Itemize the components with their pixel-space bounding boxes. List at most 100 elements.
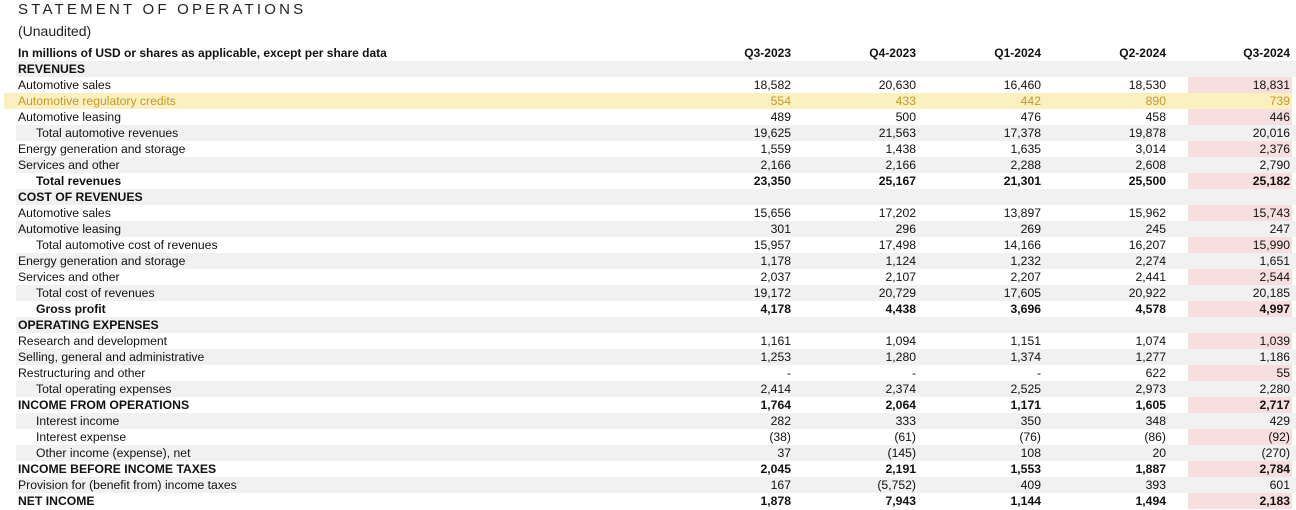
- table-row: Selling, general and administrative 1,253…: [16, 349, 1296, 365]
- value-cell: 1,887: [1135, 462, 1167, 476]
- value-cell: 15,990: [1252, 238, 1290, 252]
- value-cell: 1,232: [1010, 254, 1042, 268]
- table-row: Other income (expense), net 37 (145) 108 20 (…: [16, 445, 1296, 461]
- value-cell: 2,107: [885, 270, 917, 284]
- value-cell: 20: [1152, 446, 1166, 460]
- value-cell: 1,764: [760, 398, 792, 412]
- value-cell: 247: [1269, 222, 1290, 236]
- row-label: Other income (expense), net: [36, 446, 191, 460]
- row-label: INCOME BEFORE INCOME TAXES: [18, 462, 217, 476]
- value-cell: 890: [1145, 94, 1166, 108]
- value-cell: 20,016: [1252, 126, 1290, 140]
- value-cell: 25,182: [1252, 174, 1290, 188]
- value-cell: 20,185: [1252, 286, 1290, 300]
- value-cell: 1,039: [1259, 334, 1291, 348]
- value-cell: 1,438: [885, 142, 917, 156]
- table-row: Interest income 282 333 350 348 429: [16, 413, 1296, 429]
- value-cell: 2,045: [760, 462, 792, 476]
- row-label: Services and other: [18, 158, 120, 172]
- value-cell: 1,074: [1135, 334, 1167, 348]
- table-row: Automotive regulatory credits 554 433 442 89…: [4, 93, 1296, 109]
- value-cell: 2,191: [885, 462, 917, 476]
- row-label: Total automotive cost of revenues: [36, 238, 218, 252]
- value-cell: 18,831: [1252, 78, 1290, 92]
- value-cell: 433: [895, 94, 916, 108]
- table-row: COST OF REVENUES: [16, 189, 1296, 205]
- row-label: Services and other: [18, 270, 120, 284]
- value-cell: 301: [770, 222, 791, 236]
- value-cell: 17,202: [878, 206, 916, 220]
- value-cell: 21,563: [878, 126, 916, 140]
- table-row: Total automotive revenues 19,625 21,563 17,…: [16, 125, 1296, 141]
- value-cell: 2,376: [1259, 142, 1291, 156]
- value-cell: 19,878: [1128, 126, 1166, 140]
- value-cell: 269: [1020, 222, 1041, 236]
- table-row: Automotive sales 15,656 17,202 13,897 15,962…: [16, 205, 1296, 221]
- value-cell: 500: [895, 110, 916, 124]
- value-cell: 37: [777, 446, 791, 460]
- value-cell: 2,973: [1135, 382, 1167, 396]
- units-label: In millions of USD or shares as applicab…: [18, 46, 387, 60]
- value-cell: 108: [1020, 446, 1041, 460]
- period-header: Q2-2024: [1119, 46, 1166, 60]
- value-cell: 429: [1269, 414, 1290, 428]
- table-row: Restructuring and other - - - 622 55: [16, 365, 1296, 381]
- period-header: Q4-2023: [869, 46, 916, 60]
- value-cell: 442: [1020, 94, 1041, 108]
- value-cell: 1,494: [1135, 494, 1167, 508]
- row-label: Automotive regulatory credits: [18, 94, 176, 108]
- period-header: Q1-2024: [994, 46, 1041, 60]
- value-cell: 333: [895, 414, 916, 428]
- value-cell: 167: [770, 478, 791, 492]
- table-row: Automotive leasing 301 296 269 245 247: [16, 221, 1296, 237]
- value-cell: 16,460: [1003, 78, 1041, 92]
- value-cell: 4,178: [760, 302, 792, 316]
- value-cell: 4,578: [1135, 302, 1167, 316]
- row-label: Interest expense: [36, 430, 127, 444]
- value-cell: 554: [770, 94, 791, 108]
- column-header-row: In millions of USD or shares as applicab…: [16, 45, 1296, 61]
- value-cell: 601: [1269, 478, 1290, 492]
- value-cell: 1,186: [1259, 350, 1291, 364]
- value-cell: 2,414: [760, 382, 792, 396]
- table-row: INCOME BEFORE INCOME TAXES 2,045 2,191 1,55…: [16, 461, 1296, 477]
- table-row: INCOME FROM OPERATIONS 1,764 2,064 1,171 1,6…: [16, 397, 1296, 413]
- value-cell: 2,064: [885, 398, 917, 412]
- table-row: Interest expense (38) (61) (76) (86) (92): [16, 429, 1296, 445]
- value-cell: 15,656: [753, 206, 791, 220]
- value-cell: 13,897: [1003, 206, 1041, 220]
- row-label: Provision for (benefit from) income taxe…: [18, 478, 237, 492]
- row-label: Energy generation and storage: [18, 254, 186, 268]
- value-cell: 1,553: [1010, 462, 1042, 476]
- value-cell: 1,374: [1010, 350, 1042, 364]
- period-header: Q3-2023: [744, 46, 791, 60]
- row-label: REVENUES: [18, 62, 86, 76]
- value-cell: 1,878: [760, 494, 792, 508]
- value-cell: 2,037: [760, 270, 792, 284]
- value-cell: 2,280: [1259, 382, 1291, 396]
- value-cell: 446: [1269, 110, 1290, 124]
- table-row: Automotive leasing 489 500 476 458 446: [16, 109, 1296, 125]
- row-label: Automotive sales: [18, 206, 111, 220]
- value-cell: 1,124: [885, 254, 917, 268]
- row-label: Restructuring and other: [18, 366, 146, 380]
- value-cell: (92): [1268, 430, 1290, 444]
- value-cell: 1,651: [1259, 254, 1291, 268]
- row-label: Energy generation and storage: [18, 142, 186, 156]
- value-cell: -: [911, 366, 916, 380]
- row-label: OPERATING EXPENSES: [18, 318, 159, 332]
- row-label: Automotive leasing: [18, 222, 121, 236]
- value-cell: 2,207: [1010, 270, 1042, 284]
- value-cell: 20,630: [878, 78, 916, 92]
- value-cell: 1,161: [760, 334, 792, 348]
- row-label: Automotive sales: [18, 78, 111, 92]
- value-cell: 20,729: [878, 286, 916, 300]
- value-cell: 2,183: [1259, 494, 1291, 508]
- table-row: NET INCOME 1,878 7,943 1,144 1,494 2,183: [16, 493, 1296, 509]
- value-cell: 15,957: [753, 238, 791, 252]
- table-row: Gross profit 4,178 4,438 3,696 4,578 4,997: [16, 301, 1296, 317]
- value-cell: 296: [895, 222, 916, 236]
- value-cell: 15,743: [1252, 206, 1290, 220]
- value-cell: 2,784: [1259, 462, 1291, 476]
- value-cell: 21,301: [1003, 174, 1041, 188]
